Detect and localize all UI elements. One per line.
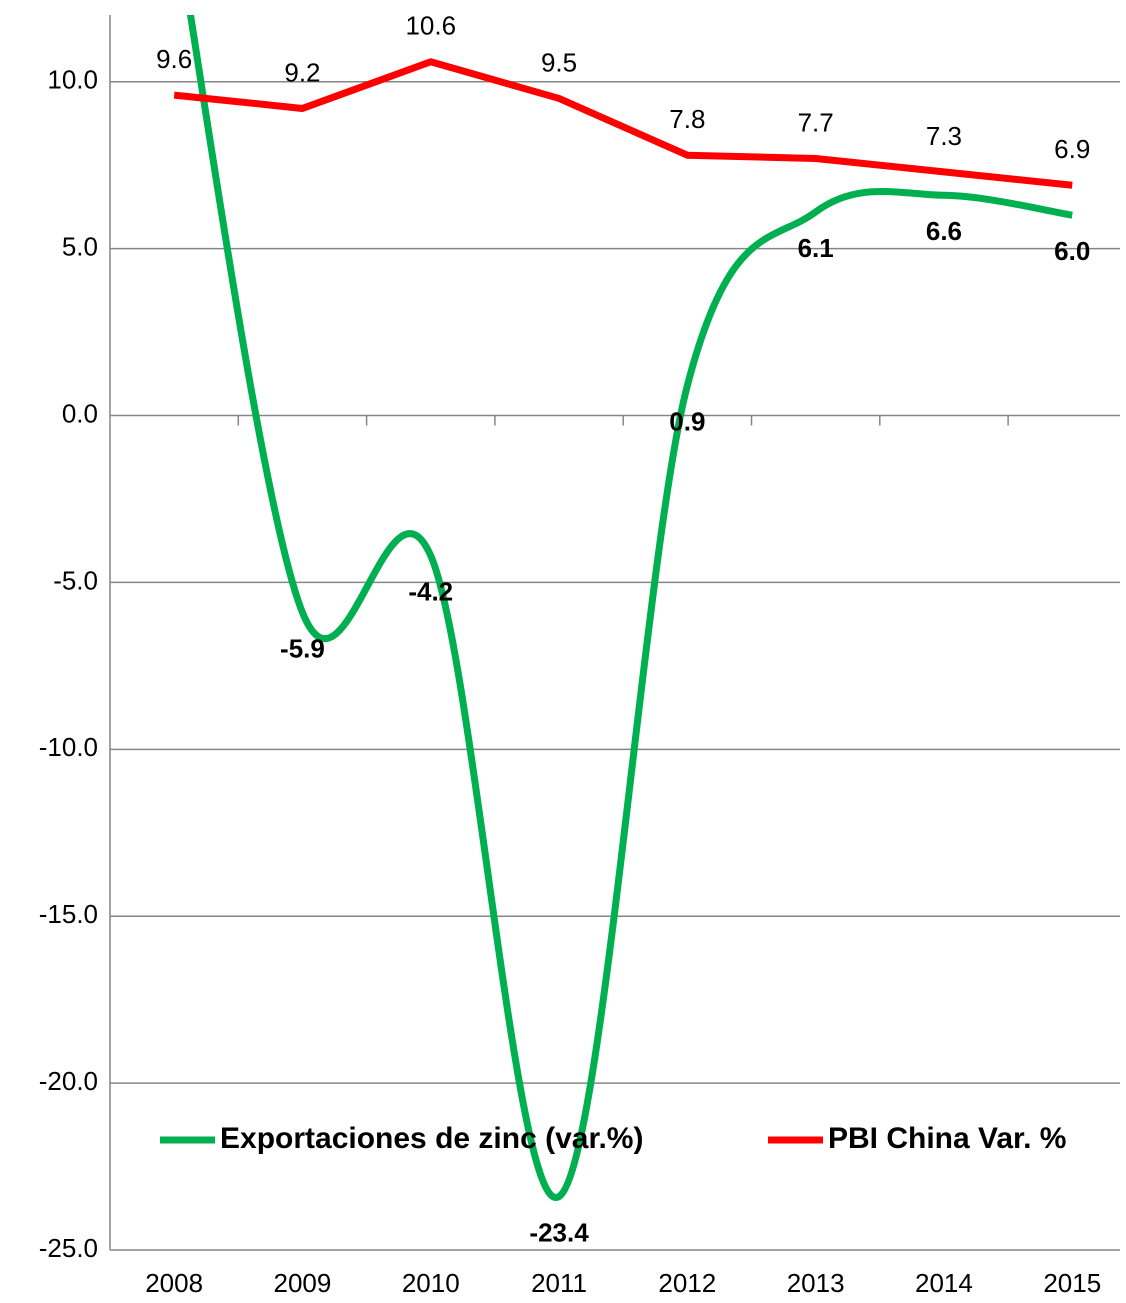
data-label: 6.9 xyxy=(1054,134,1090,164)
x-tick-label: 2011 xyxy=(531,1268,587,1298)
data-label: 6.0 xyxy=(1054,236,1090,266)
plot-area xyxy=(173,15,1073,1201)
x-tick-label: 2010 xyxy=(402,1268,460,1298)
x-tick-label: 2013 xyxy=(787,1268,845,1298)
data-label: 6.1 xyxy=(798,233,834,263)
data-label: 0.9 xyxy=(669,406,705,436)
x-tick-label: 2008 xyxy=(145,1268,203,1298)
y-tick-label: -20.0 xyxy=(39,1066,98,1096)
y-tick-label: -10.0 xyxy=(39,732,98,762)
data-label: 7.7 xyxy=(798,107,834,137)
y-tick-label: -5.0 xyxy=(53,565,98,595)
data-label: 10.6 xyxy=(405,11,456,41)
x-tick-label: 2012 xyxy=(658,1268,716,1298)
data-label: 9.2 xyxy=(284,57,320,87)
x-tick-label: 2014 xyxy=(915,1268,973,1298)
x-tick-label: 2009 xyxy=(274,1268,332,1298)
y-tick-label: 10.0 xyxy=(47,65,98,95)
legend-label: Exportaciones de zinc (var.%) xyxy=(220,1122,643,1155)
x-tick-label: 2015 xyxy=(1043,1268,1101,1298)
y-tick-label: -25.0 xyxy=(39,1233,98,1263)
legend-label: PBI China Var. % xyxy=(828,1122,1066,1155)
data-label: 9.5 xyxy=(541,47,577,77)
y-tick-label: 0.0 xyxy=(62,398,98,428)
y-tick-label: -15.0 xyxy=(39,899,98,929)
data-label: 7.8 xyxy=(669,104,705,134)
data-label: 6.6 xyxy=(926,216,962,246)
data-label: -5.9 xyxy=(280,633,325,663)
data-label: -23.4 xyxy=(529,1217,589,1247)
data-label: 9.6 xyxy=(156,44,192,74)
data-label: 7.3 xyxy=(926,121,962,151)
y-tick-label: 5.0 xyxy=(62,232,98,262)
series-line xyxy=(173,58,1073,189)
data-label: -4.2 xyxy=(408,577,453,607)
series-line xyxy=(186,15,1073,1201)
